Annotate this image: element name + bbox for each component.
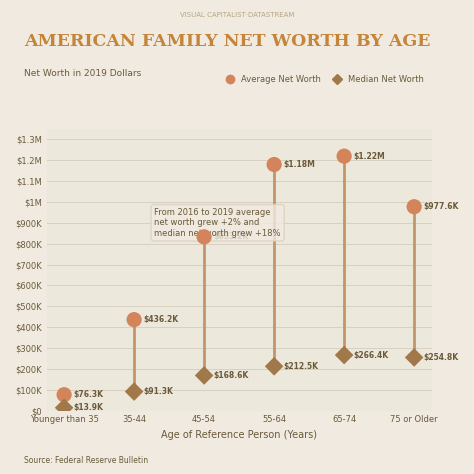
- X-axis label: Age of Reference Person (Years): Age of Reference Person (Years): [161, 430, 317, 440]
- Text: $91.3K: $91.3K: [143, 387, 173, 396]
- Text: $1.22M: $1.22M: [353, 152, 385, 161]
- Point: [340, 152, 348, 160]
- Text: $13.9K: $13.9K: [73, 403, 103, 412]
- Text: Source: Federal Reserve Bulletin: Source: Federal Reserve Bulletin: [24, 456, 148, 465]
- Text: $212.5K: $212.5K: [283, 362, 318, 371]
- Point: [270, 161, 278, 168]
- Text: $977.6K: $977.6K: [423, 202, 459, 211]
- Text: $266.4K: $266.4K: [353, 351, 388, 360]
- Text: $76.3K: $76.3K: [73, 390, 103, 399]
- Text: Net Worth in 2019 Dollars: Net Worth in 2019 Dollars: [24, 69, 141, 78]
- Text: AMERICAN FAMILY NET WORTH BY AGE: AMERICAN FAMILY NET WORTH BY AGE: [24, 33, 430, 50]
- Text: From 2016 to 2019 average
net worth grew +2% and
median net worth grew +18%: From 2016 to 2019 average net worth grew…: [155, 208, 281, 237]
- Point: [410, 354, 418, 361]
- Text: $833.2K: $833.2K: [213, 232, 248, 241]
- Text: $168.6K: $168.6K: [213, 371, 248, 380]
- Point: [130, 316, 138, 323]
- Point: [60, 404, 68, 411]
- Point: [201, 372, 208, 379]
- Point: [270, 363, 278, 370]
- Point: [130, 388, 138, 395]
- Legend: Average Net Worth, Median Net Worth: Average Net Worth, Median Net Worth: [219, 71, 428, 87]
- Text: $1.18M: $1.18M: [283, 160, 315, 169]
- Point: [60, 391, 68, 399]
- Point: [340, 351, 348, 359]
- Text: $254.8K: $254.8K: [423, 353, 458, 362]
- Point: [410, 203, 418, 210]
- Text: $436.2K: $436.2K: [143, 315, 178, 324]
- Text: VISUAL CAPITALIST·DATASTREAM: VISUAL CAPITALIST·DATASTREAM: [180, 12, 294, 18]
- Point: [201, 233, 208, 241]
